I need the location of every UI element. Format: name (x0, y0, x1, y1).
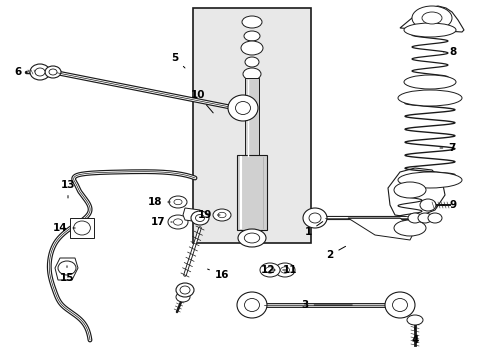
Text: 11: 11 (282, 265, 297, 275)
Ellipse shape (244, 57, 259, 67)
Ellipse shape (235, 102, 250, 114)
Text: 4: 4 (410, 328, 418, 345)
Text: 7: 7 (439, 143, 455, 153)
Ellipse shape (303, 208, 326, 228)
Ellipse shape (393, 182, 425, 198)
Ellipse shape (406, 315, 422, 325)
Polygon shape (399, 6, 463, 32)
Text: 14: 14 (53, 223, 75, 233)
Ellipse shape (392, 298, 407, 311)
Text: 17: 17 (150, 217, 172, 227)
Bar (244, 78, 259, 158)
Text: 2: 2 (325, 246, 345, 260)
Ellipse shape (244, 31, 260, 41)
Text: 18: 18 (147, 197, 170, 207)
Ellipse shape (195, 215, 204, 221)
Ellipse shape (403, 23, 455, 37)
Ellipse shape (237, 292, 266, 318)
Bar (193, 8, 310, 243)
Ellipse shape (180, 286, 190, 294)
Ellipse shape (238, 229, 265, 247)
Ellipse shape (397, 172, 461, 188)
Ellipse shape (244, 298, 259, 311)
Ellipse shape (427, 213, 441, 223)
Ellipse shape (213, 209, 230, 221)
Text: 13: 13 (61, 180, 75, 198)
Ellipse shape (393, 220, 425, 236)
Bar (237, 155, 266, 230)
Text: 16: 16 (207, 269, 229, 280)
Ellipse shape (384, 292, 414, 318)
Ellipse shape (417, 213, 431, 223)
Text: 5: 5 (171, 53, 184, 68)
Polygon shape (347, 218, 414, 240)
Ellipse shape (174, 199, 182, 205)
Text: 3: 3 (301, 300, 351, 310)
Text: 15: 15 (60, 266, 74, 283)
Ellipse shape (35, 68, 45, 76)
Ellipse shape (218, 212, 225, 218)
Ellipse shape (274, 263, 294, 277)
Text: 19: 19 (198, 210, 220, 220)
Text: 10: 10 (190, 90, 213, 113)
Ellipse shape (45, 66, 61, 78)
Ellipse shape (168, 215, 187, 229)
Ellipse shape (227, 95, 258, 121)
Ellipse shape (265, 267, 274, 273)
Ellipse shape (244, 233, 259, 243)
Ellipse shape (419, 199, 435, 211)
Ellipse shape (169, 196, 186, 208)
Ellipse shape (397, 90, 461, 106)
Ellipse shape (49, 69, 57, 75)
Ellipse shape (74, 221, 90, 235)
Ellipse shape (242, 16, 262, 28)
Ellipse shape (280, 267, 289, 273)
Ellipse shape (241, 41, 263, 55)
Ellipse shape (403, 75, 455, 89)
Ellipse shape (176, 292, 190, 302)
Ellipse shape (30, 64, 50, 80)
Ellipse shape (243, 68, 261, 80)
Text: 9: 9 (442, 200, 456, 210)
Ellipse shape (407, 213, 421, 223)
Ellipse shape (191, 211, 208, 225)
Text: 12: 12 (260, 265, 275, 275)
Ellipse shape (411, 6, 451, 30)
Polygon shape (55, 258, 78, 280)
Text: 1: 1 (304, 222, 322, 237)
Ellipse shape (58, 261, 76, 275)
Polygon shape (183, 208, 202, 222)
Text: 6: 6 (14, 67, 27, 77)
Ellipse shape (260, 263, 280, 277)
Polygon shape (387, 168, 444, 218)
Ellipse shape (173, 219, 182, 225)
Bar (70, 218, 94, 238)
Text: 8: 8 (443, 47, 456, 57)
Ellipse shape (308, 213, 320, 223)
Ellipse shape (421, 12, 441, 24)
Ellipse shape (176, 283, 194, 297)
